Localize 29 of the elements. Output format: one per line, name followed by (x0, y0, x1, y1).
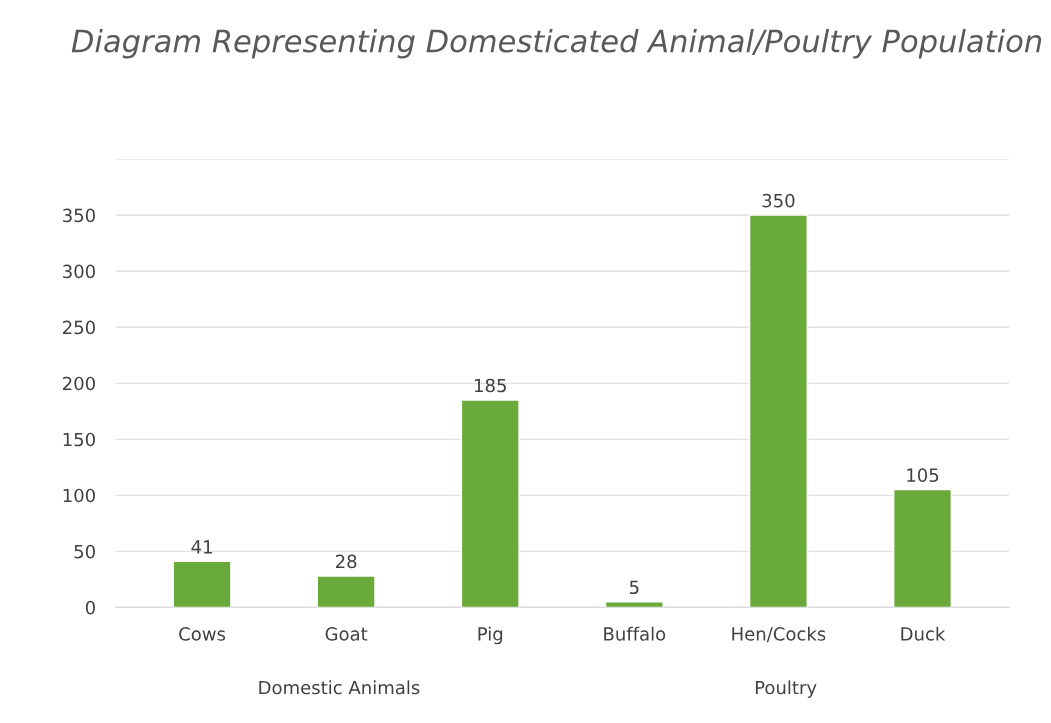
bar (460, 399, 520, 608)
y-tick-label: 350 (63, 208, 95, 223)
x-tick-label: Goat (325, 627, 368, 641)
data-label: 5 (629, 580, 639, 595)
y-tick-label: 300 (63, 264, 95, 279)
y-tick-label: 250 (63, 320, 95, 335)
x-tick-label: Buffalo (604, 626, 666, 641)
x-tick-label: Hen/Cocks (732, 626, 826, 643)
bar (316, 575, 376, 608)
text: Poultry (755, 680, 817, 698)
bar (172, 560, 232, 608)
bar (604, 601, 664, 608)
bar (748, 214, 808, 608)
text: Domestic Animals (259, 680, 420, 695)
y-tick-label: 200 (63, 376, 95, 391)
x-tick-label: Cows (179, 627, 226, 641)
data-label: 28 (335, 554, 357, 569)
x-tick-label: Pig (478, 626, 503, 645)
bar (892, 488, 953, 608)
y-tick-label: 0 (85, 600, 95, 615)
data-label: 350 (762, 193, 795, 208)
y-tick-label: 150 (63, 432, 95, 447)
data-label: 41 (191, 540, 212, 554)
x-tick-label: Duck (901, 626, 946, 641)
data-label: 185 (474, 378, 506, 393)
data-label: 105 (907, 468, 939, 482)
y-tick-label: 50 (74, 544, 95, 559)
y-tick-label: 100 (63, 488, 95, 503)
chart-title: Diagram Representing Domesticated Animal/Poultry Population (71, 28, 1042, 59)
